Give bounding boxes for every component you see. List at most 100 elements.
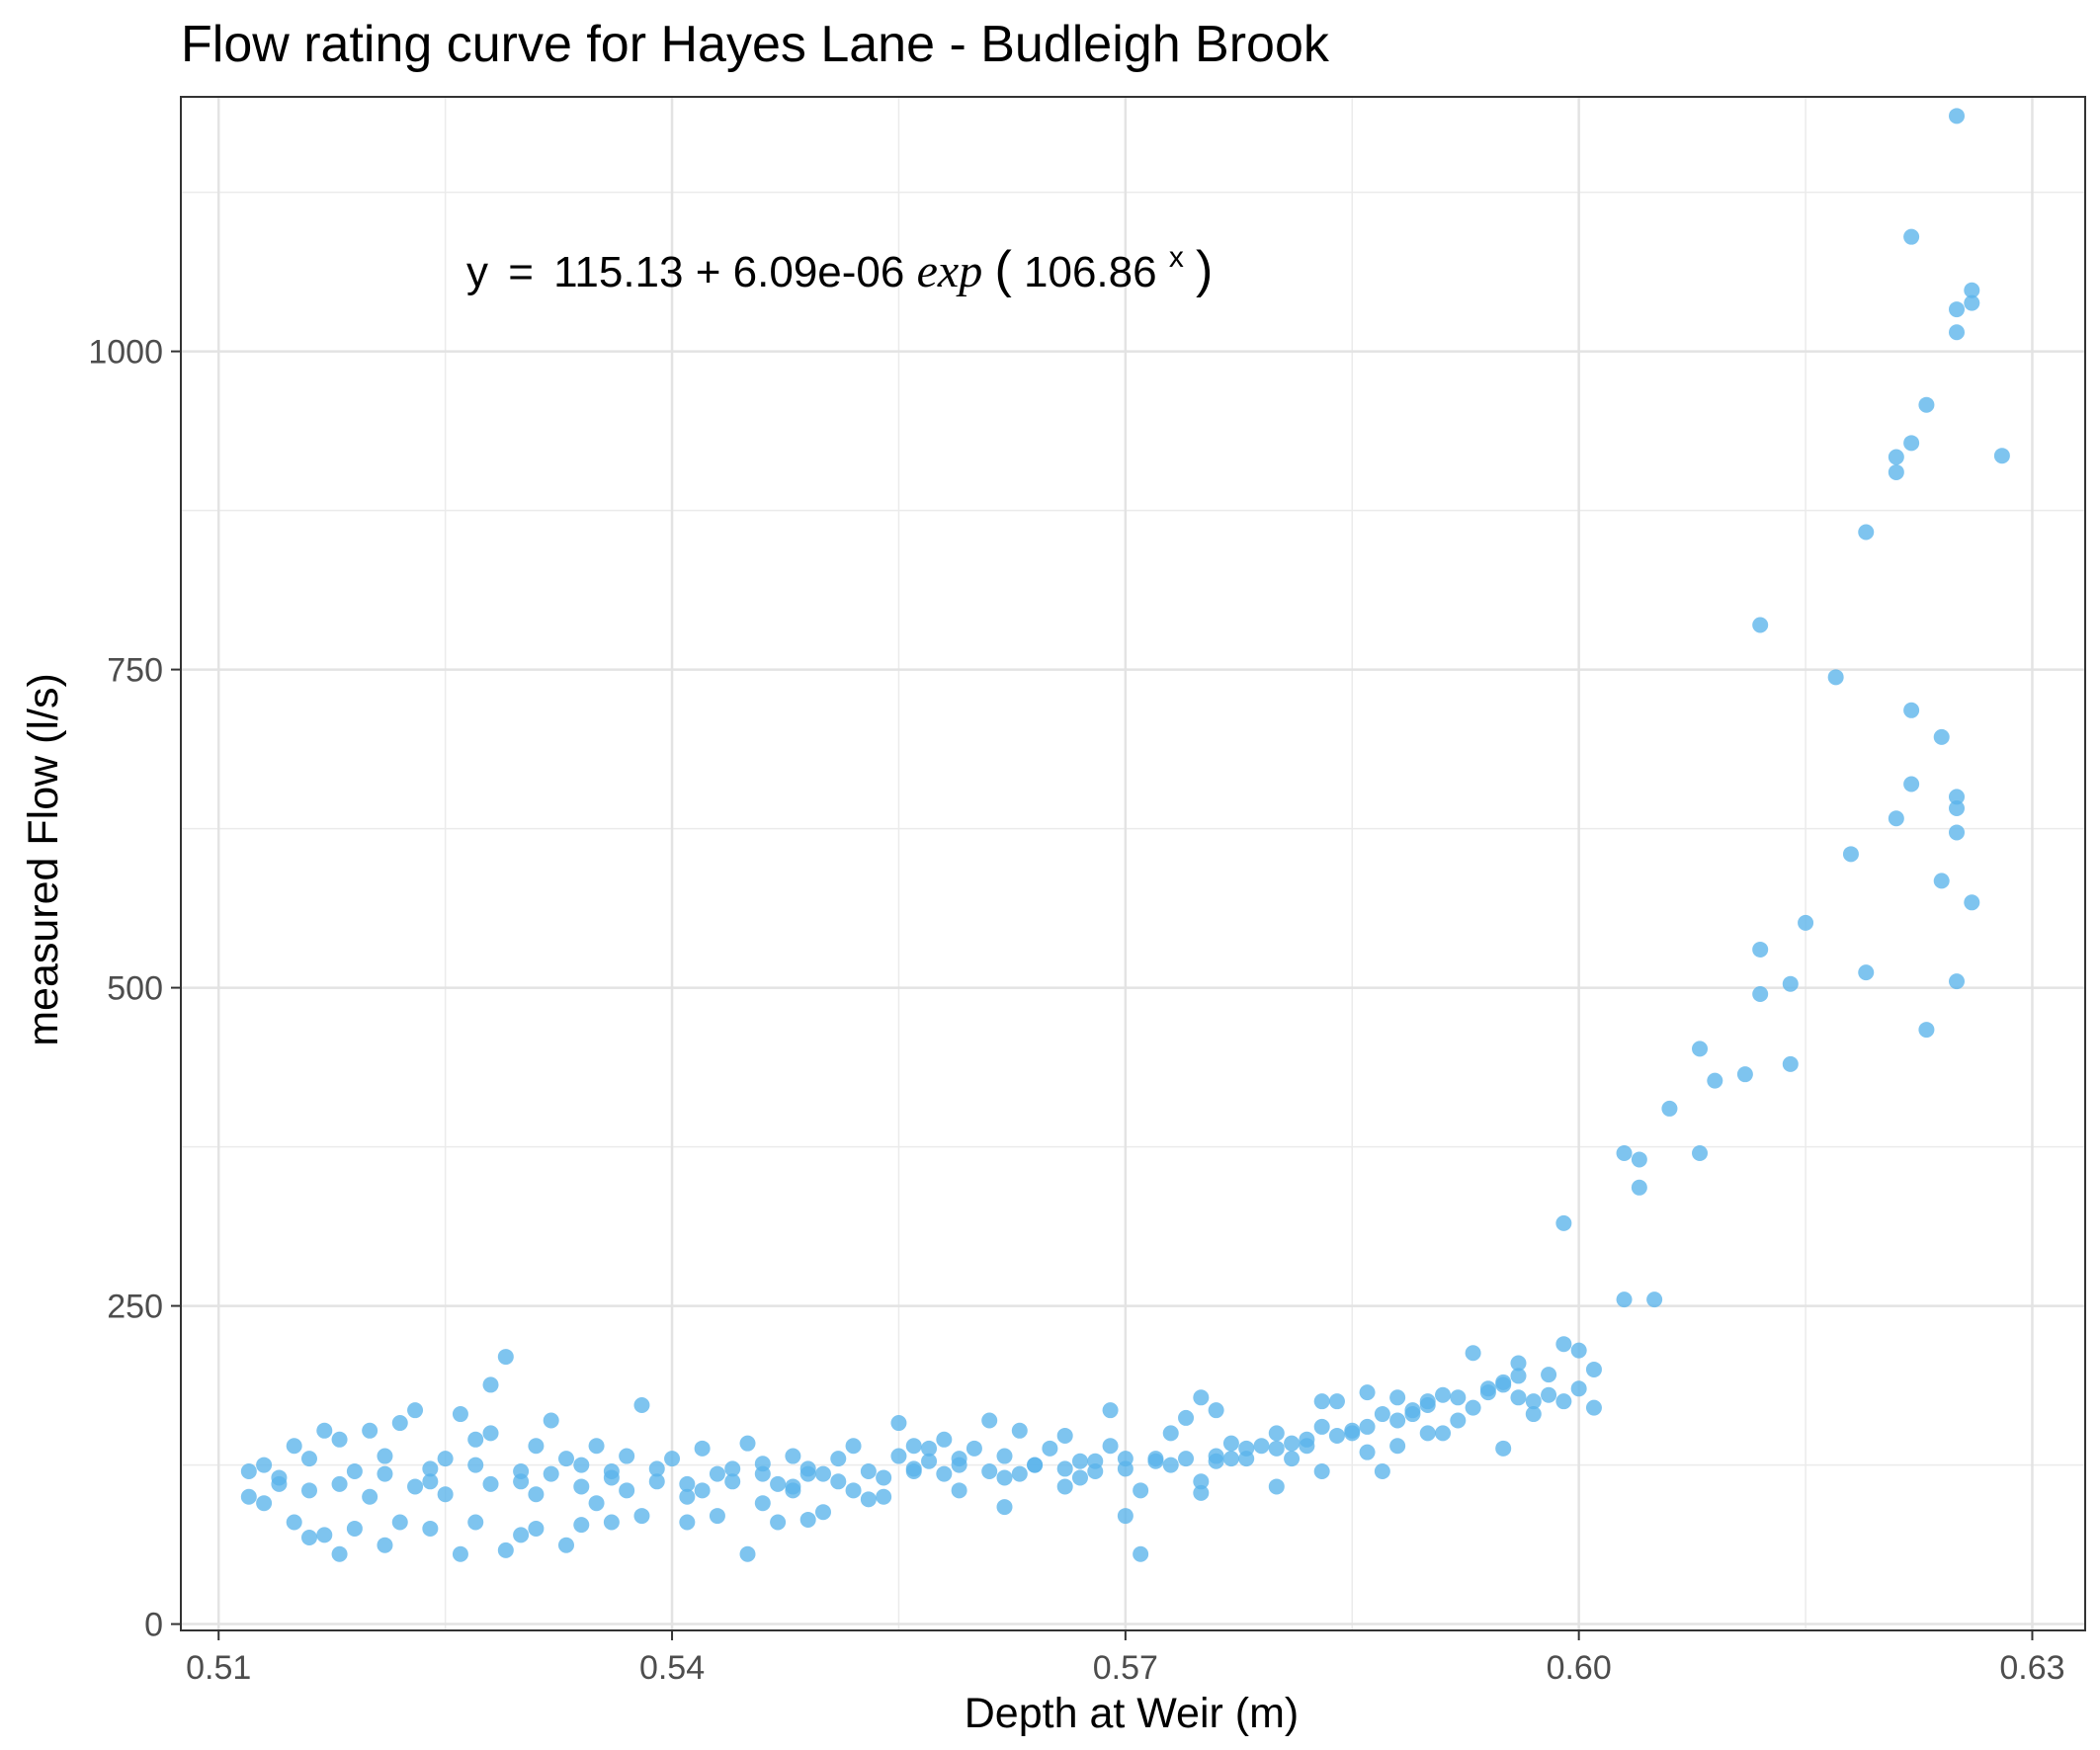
data-point — [1328, 1427, 1345, 1444]
data-point — [694, 1440, 711, 1457]
data-point — [876, 1469, 892, 1486]
y-tick-label: 750 — [107, 652, 163, 690]
data-point — [1389, 1389, 1406, 1406]
data-point — [648, 1473, 665, 1490]
data-point — [573, 1478, 590, 1495]
data-point — [1495, 1440, 1512, 1457]
data-point — [679, 1475, 696, 1492]
data-point — [1147, 1453, 1164, 1469]
data-point — [407, 1478, 424, 1495]
data-point — [1102, 1438, 1119, 1455]
axis-ticks: 0.51 0.54 0.57 0.60 0.63 0 250 500 750 1000 — [88, 334, 2064, 1687]
data-point — [770, 1475, 787, 1492]
data-point — [1284, 1451, 1301, 1467]
data-point — [1027, 1457, 1044, 1473]
data-point — [1842, 846, 1859, 863]
data-point — [679, 1514, 696, 1531]
data-point — [1117, 1460, 1134, 1477]
data-point — [1222, 1435, 1239, 1452]
grid-lines — [181, 97, 2085, 1630]
data-point — [482, 1475, 499, 1492]
data-point — [1450, 1412, 1467, 1429]
data-point — [1949, 824, 1966, 841]
x-tick-label: 0.60 — [1547, 1649, 1612, 1687]
data-point — [256, 1495, 273, 1512]
data-point — [422, 1520, 439, 1537]
data-point — [1162, 1425, 1179, 1442]
data-point — [1344, 1422, 1361, 1439]
data-point — [860, 1463, 877, 1480]
data-point — [452, 1406, 468, 1423]
data-point — [830, 1451, 847, 1467]
data-point — [513, 1527, 530, 1543]
data-point — [1328, 1393, 1345, 1410]
data-point — [467, 1457, 484, 1473]
data-point — [1313, 1463, 1330, 1480]
data-point — [664, 1451, 681, 1467]
data-point — [966, 1440, 982, 1457]
data-point — [1313, 1393, 1330, 1410]
data-point — [724, 1473, 741, 1490]
data-point — [1268, 1440, 1285, 1457]
data-point — [1510, 1355, 1527, 1372]
data-point — [1858, 524, 1875, 541]
data-point — [996, 1499, 1013, 1516]
data-point — [300, 1451, 317, 1467]
data-point — [316, 1422, 333, 1439]
data-point — [679, 1488, 696, 1505]
data-point — [1903, 228, 1920, 245]
eq-coef: 6.09e-06 — [733, 248, 905, 296]
y-tick-label: 1000 — [88, 334, 163, 372]
data-point — [1949, 301, 1966, 318]
data-point — [860, 1491, 877, 1508]
eq-exponent: x — [1169, 241, 1184, 274]
data-point — [951, 1482, 967, 1499]
data-point — [377, 1448, 393, 1464]
data-point — [1133, 1482, 1149, 1499]
data-point — [1268, 1425, 1285, 1442]
data-point — [1208, 1402, 1224, 1419]
data-point — [996, 1448, 1013, 1464]
data-point — [709, 1508, 725, 1525]
x-tick-label: 0.51 — [186, 1649, 251, 1687]
data-point — [1479, 1384, 1496, 1401]
data-point — [240, 1488, 257, 1505]
data-point — [422, 1460, 439, 1477]
data-point — [633, 1508, 650, 1525]
eq-base: 106.86 — [1024, 248, 1157, 296]
data-point — [905, 1460, 922, 1477]
data-point — [467, 1431, 484, 1448]
data-point — [1359, 1384, 1376, 1401]
data-point — [1949, 973, 1966, 990]
data-point — [1964, 294, 1980, 311]
y-tick-label: 500 — [107, 970, 163, 1008]
data-point — [1752, 986, 1769, 1003]
data-point — [407, 1402, 424, 1419]
data-point — [619, 1482, 635, 1499]
data-point — [528, 1520, 545, 1537]
data-point — [362, 1422, 378, 1439]
data-point — [905, 1438, 922, 1455]
data-point — [709, 1465, 725, 1482]
data-point — [1903, 776, 1920, 792]
data-point — [300, 1482, 317, 1499]
data-point — [256, 1457, 273, 1473]
data-point — [890, 1415, 907, 1432]
data-point — [377, 1537, 393, 1553]
data-point — [1707, 1072, 1723, 1089]
data-point — [1042, 1440, 1058, 1457]
eq-lhs: y — [466, 248, 488, 296]
data-point — [694, 1482, 711, 1499]
eq-plus: + — [696, 248, 721, 296]
data-point — [936, 1431, 953, 1448]
data-point — [845, 1482, 862, 1499]
data-point — [1510, 1389, 1527, 1406]
data-point — [936, 1465, 953, 1482]
data-point — [1435, 1425, 1452, 1442]
data-point — [1011, 1422, 1028, 1439]
data-point — [1661, 1100, 1678, 1117]
data-point — [770, 1514, 787, 1531]
data-point — [346, 1463, 363, 1480]
data-point — [1299, 1431, 1315, 1448]
